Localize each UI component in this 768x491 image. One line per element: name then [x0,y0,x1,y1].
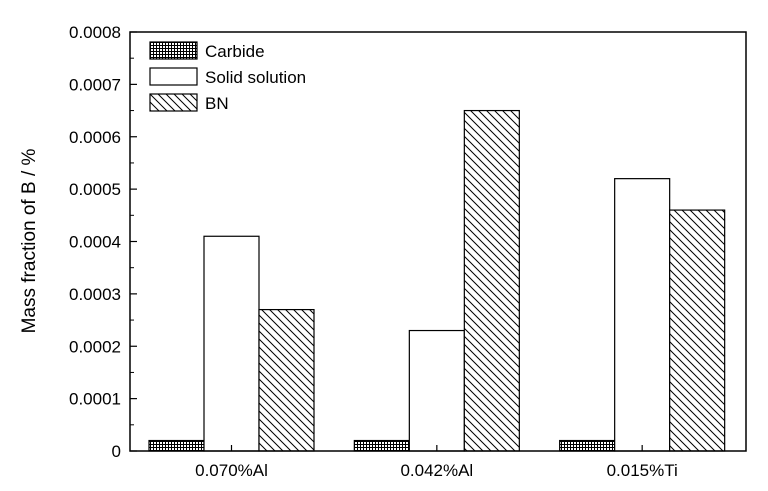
bar-bn-0 [258,308,315,452]
y-tick-label: 0.0004 [69,233,121,252]
x-tick-label: 0.015%Ti [607,461,678,480]
legend-label: Carbide [205,42,265,61]
legend-swatch-bn [149,93,198,112]
legend-label: Solid solution [205,68,306,87]
legend-label: BN [205,94,229,113]
y-tick-label: 0.0006 [69,128,121,147]
y-tick-label: 0.0003 [69,285,121,304]
bar-carbide-1 [353,439,410,452]
bar-carbide-2 [559,439,616,452]
y-tick-label: 0.0002 [69,337,121,356]
bar-solid-solution-0 [203,235,260,452]
bar-solid-solution-2 [614,178,671,452]
x-axis: 0.070%Al 0.042%Al 0.015%Ti [195,445,678,480]
bar-bn-2 [669,209,726,452]
y-tick-label: 0.0005 [69,180,121,199]
bar-solid-solution-1 [408,329,465,452]
x-tick-label: 0.070%Al [195,461,268,480]
y-tick-label: 0.0008 [69,23,121,42]
y-tick-label: 0.0007 [69,75,121,94]
y-tick-label: 0.0001 [69,390,121,409]
y-tick-label: 0 [112,442,121,461]
y-axis-title: Mass fraction of B / % [19,149,40,334]
x-tick-label: 0.042%Al [400,461,473,480]
bar-bn-1 [463,109,520,452]
y-axis: 0 0.0001 0.0002 0.0003 0.0004 0.0005 0.0006 0.0… [69,23,137,461]
legend: Carbide Solid solution BN [149,41,306,113]
bar-carbide-0 [148,439,205,452]
bars-group [148,109,726,452]
legend-swatch-carbide [149,41,198,60]
legend-swatch-solid-solution [149,67,198,86]
